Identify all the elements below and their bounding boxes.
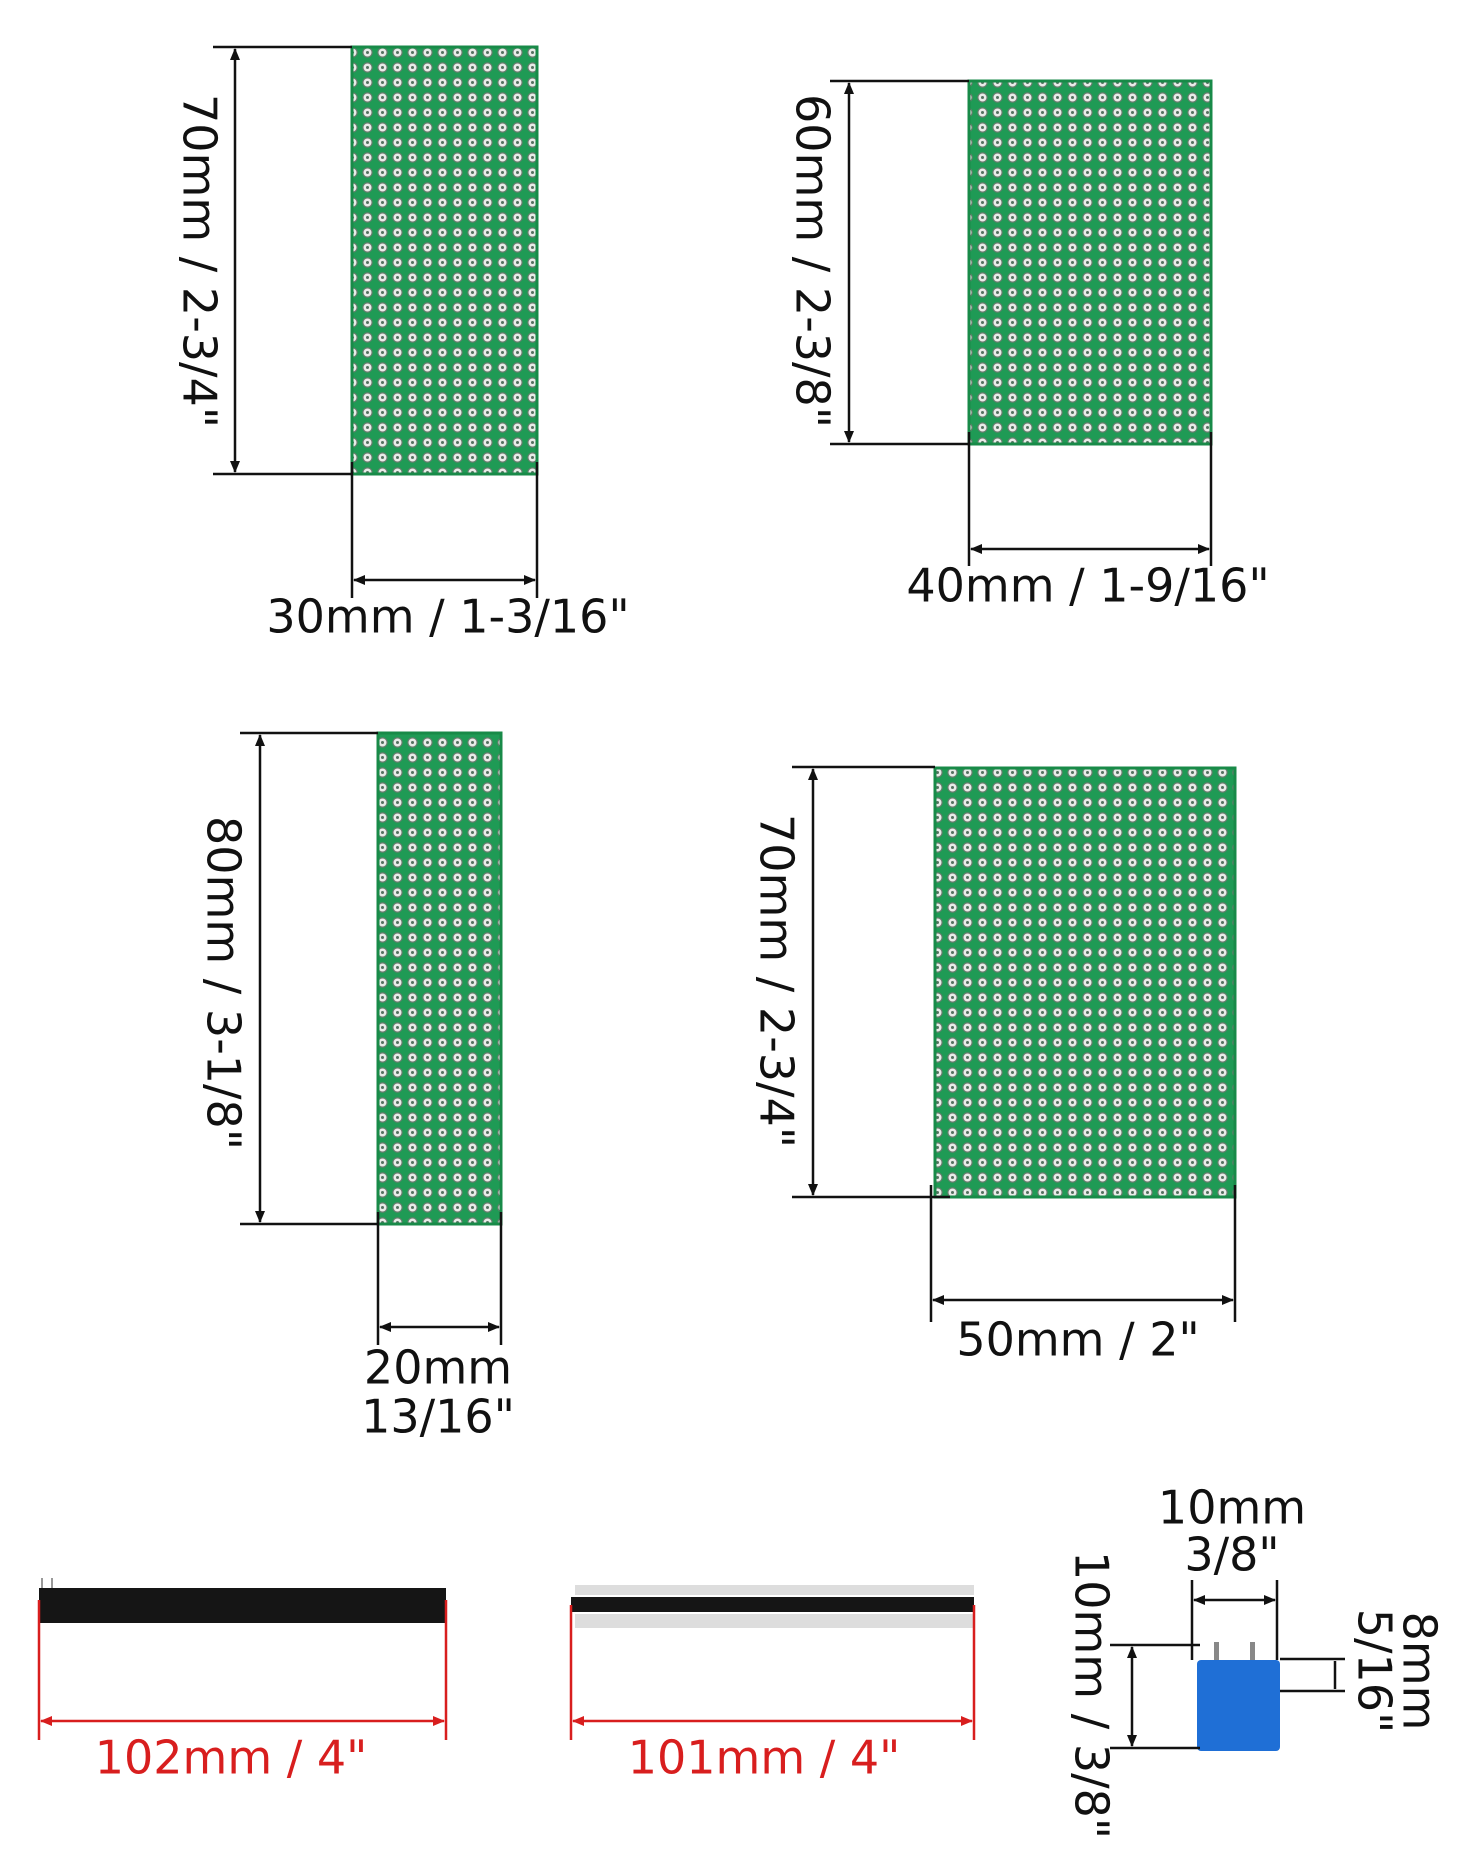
pin bbox=[1214, 1642, 1219, 1664]
pcb-board bbox=[376, 731, 503, 1226]
pcb-30x70: 70mm / 2-3/4" 30mm / 1-3/16" bbox=[173, 45, 630, 644]
block-body bbox=[1197, 1660, 1280, 1751]
height-label: 70mm / 2-3/4" bbox=[750, 814, 804, 1148]
height-label: 10mm / 3/8" bbox=[1065, 1551, 1119, 1839]
extension-lines bbox=[830, 79, 1213, 566]
pcb-board bbox=[350, 45, 539, 476]
pin-label: 8mm bbox=[1393, 1612, 1447, 1731]
width-label: 30mm / 1-3/16" bbox=[266, 590, 629, 644]
pcb-20x80: 80mm / 3-1/8" 20mm 13/16" bbox=[197, 731, 515, 1444]
width-label: 13/16" bbox=[361, 1390, 515, 1444]
height-label: 80mm / 3-1/8" bbox=[197, 816, 251, 1150]
pins-top bbox=[575, 1585, 974, 1595]
pin bbox=[1250, 1642, 1255, 1664]
length-label: 101mm / 4" bbox=[628, 1731, 901, 1785]
pins-bottom bbox=[575, 1614, 974, 1628]
pin-label: 5/16" bbox=[1348, 1609, 1402, 1733]
pcb-50x70: 70mm / 2-3/4" 50mm / 2" bbox=[750, 765, 1237, 1367]
width-label: 3/8" bbox=[1184, 1528, 1279, 1582]
terminal-block: 10mm 3/8" 10mm / 3/8" 8mm 5/16" bbox=[1065, 1481, 1447, 1840]
female-header: 102mm / 4" bbox=[37, 1578, 448, 1785]
extension-lines bbox=[569, 1605, 976, 1740]
height-label: 70mm / 2-3/4" bbox=[173, 94, 227, 428]
header-body bbox=[571, 1597, 974, 1612]
width-label: 10mm bbox=[1158, 1481, 1306, 1535]
width-label: 50mm / 2" bbox=[956, 1313, 1199, 1367]
pcb-40x60: 60mm / 2-3/8" 40mm / 1-9/16" bbox=[786, 79, 1270, 613]
height-label: 60mm / 2-3/8" bbox=[786, 94, 840, 428]
width-label: 20mm bbox=[364, 1341, 512, 1395]
male-header: 101mm / 4" bbox=[569, 1585, 976, 1785]
extension-lines bbox=[1110, 1580, 1345, 1750]
extension-lines bbox=[213, 45, 539, 598]
length-label: 102mm / 4" bbox=[95, 1731, 368, 1785]
extension-lines bbox=[792, 765, 1237, 1322]
extension-lines bbox=[240, 731, 503, 1345]
extension-lines bbox=[37, 1600, 448, 1740]
pcb-board bbox=[967, 79, 1213, 446]
header-body bbox=[39, 1588, 446, 1623]
pcb-board bbox=[933, 766, 1237, 1199]
width-label: 40mm / 1-9/16" bbox=[906, 559, 1269, 613]
